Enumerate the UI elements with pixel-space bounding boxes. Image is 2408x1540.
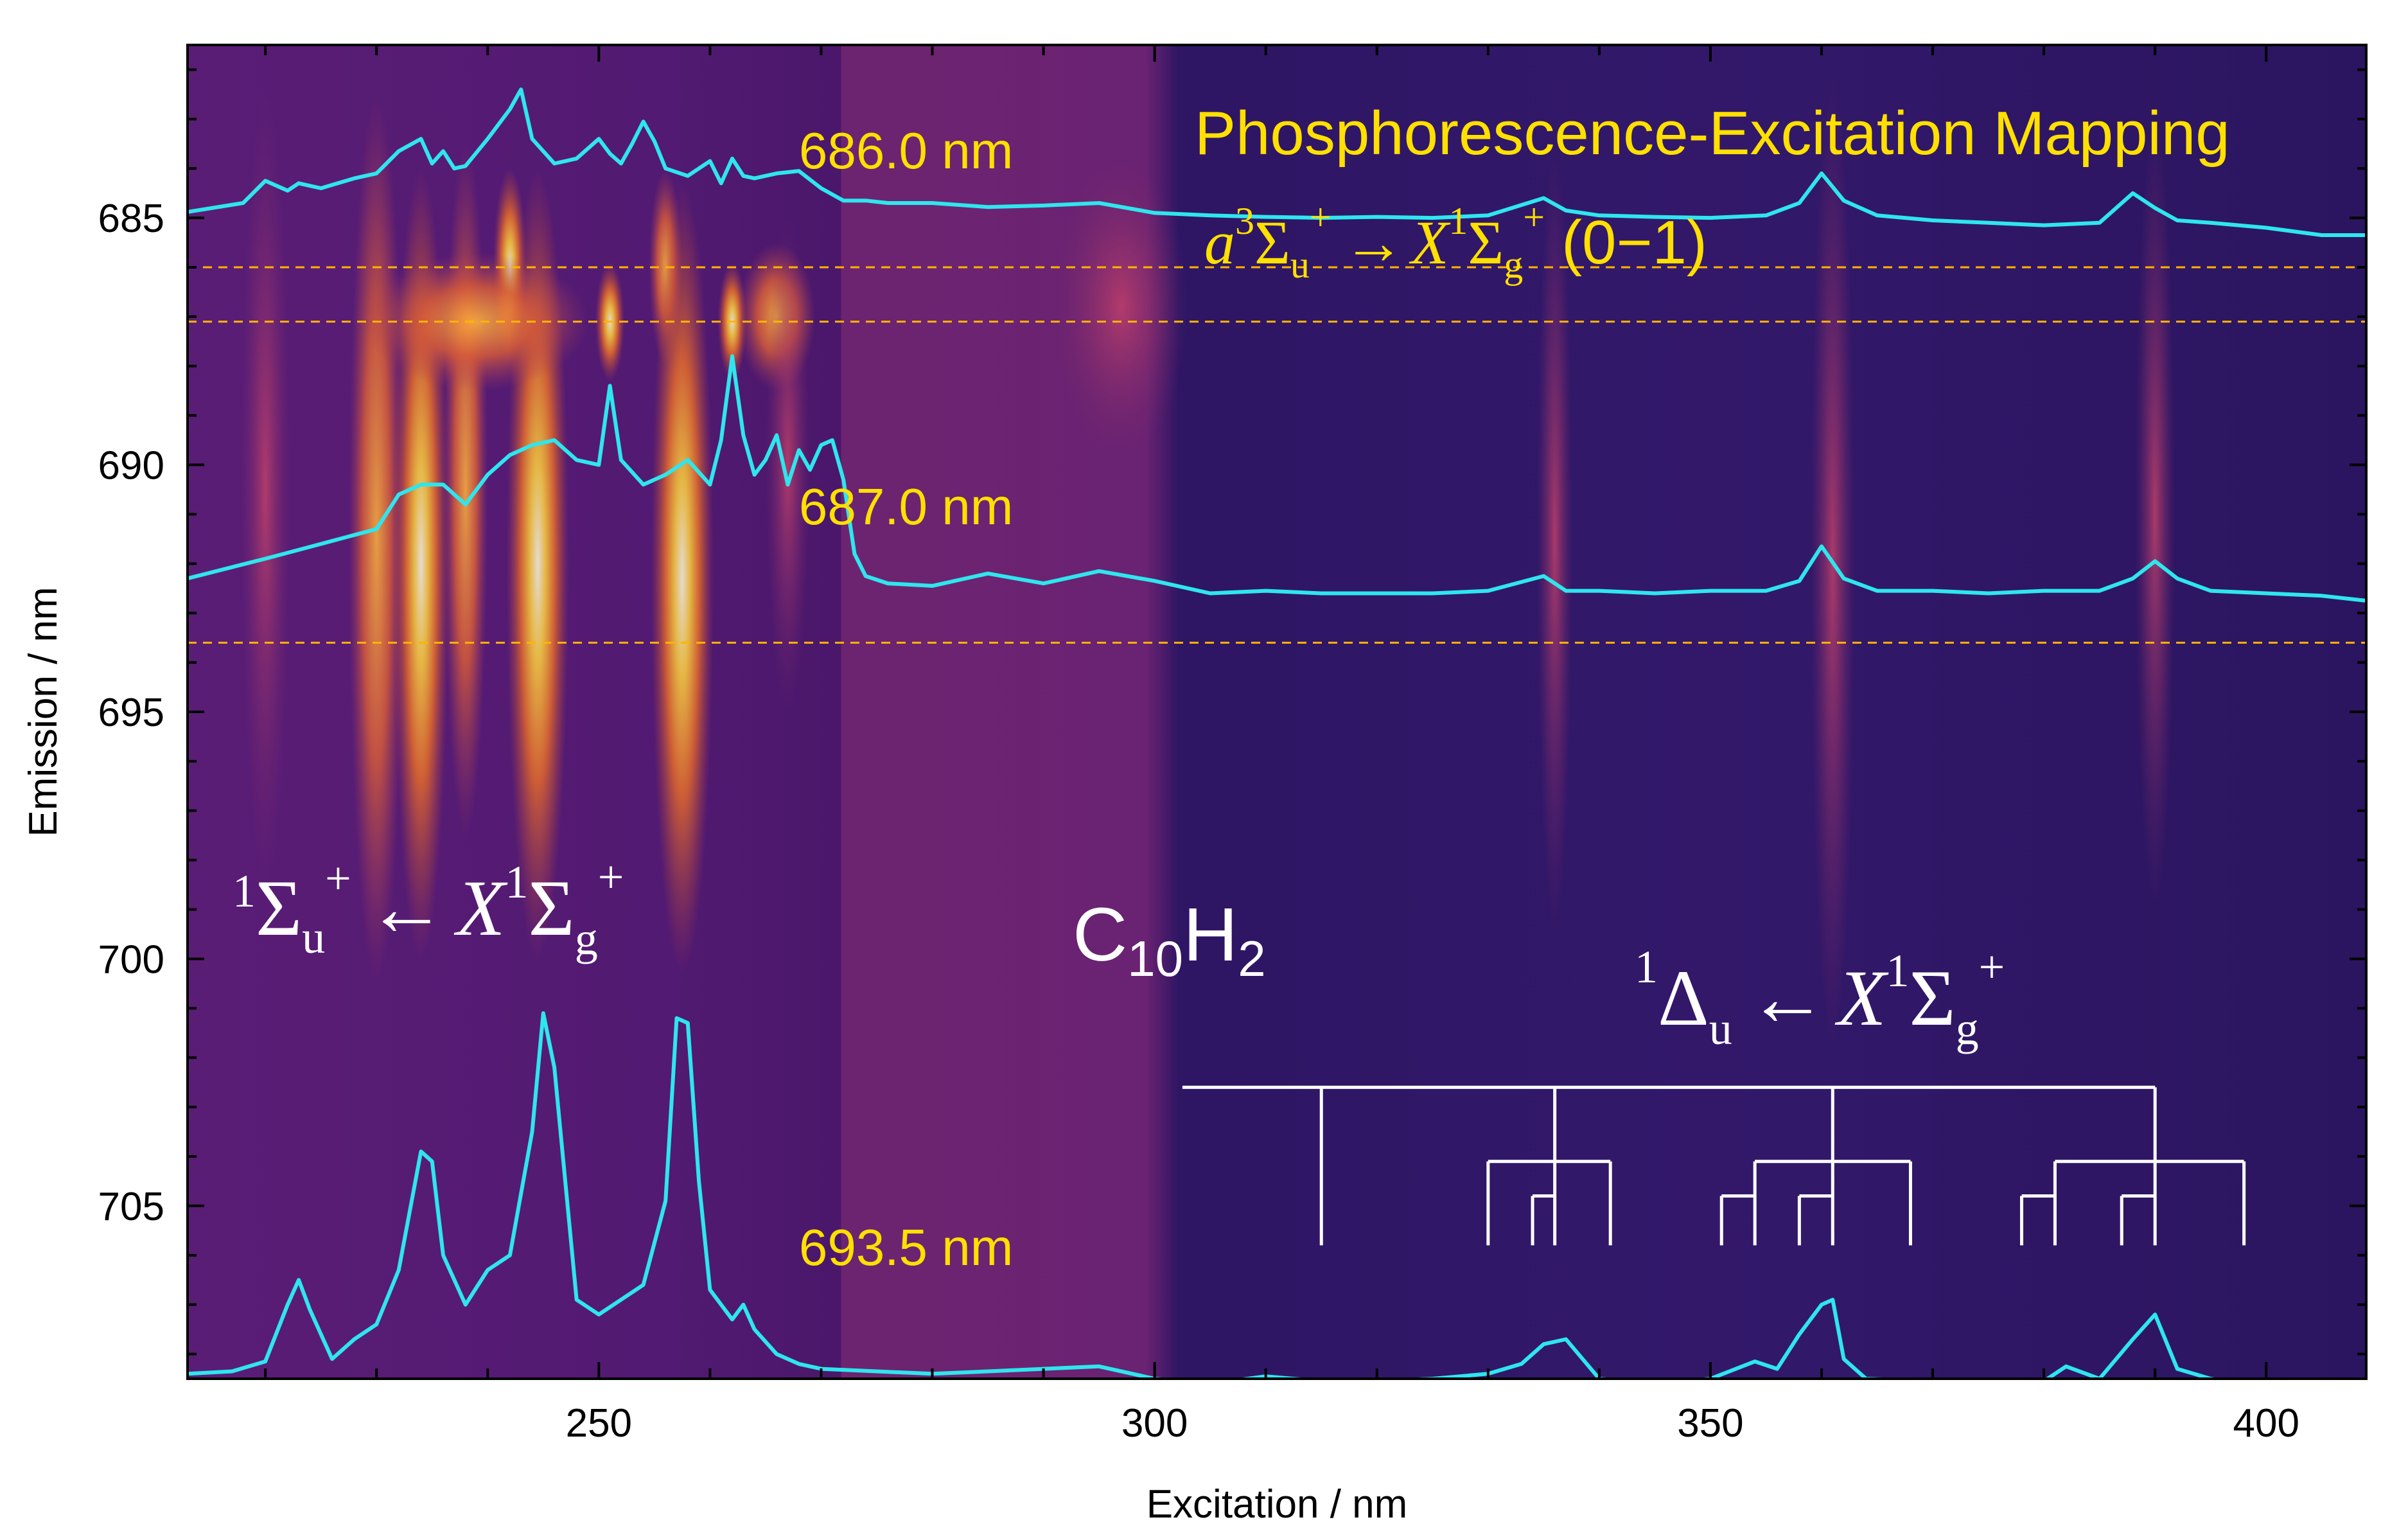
delta-sigma: Σ [1910,954,1956,1042]
y-tick-label: 690 [98,444,164,488]
molecule-sub1: 10 [1127,930,1183,987]
molecule-base: C [1073,892,1127,977]
sigma-symbol2: Σ [529,864,575,952]
heat-spot [1054,158,1188,456]
delta-symbol: Δ [1658,954,1709,1042]
subtitle-sup3: 3 [1235,200,1254,242]
sigma-arrow: ← [367,864,446,952]
x-tick-label: 350 [1677,1401,1743,1446]
heat-spot [365,252,588,391]
plot-area [188,45,2366,1379]
subtitle-plus2: + [1523,196,1545,238]
subtitle-sigma2: Σ [1468,208,1504,277]
heat-spot [241,94,290,885]
x-axis-title: Excitation / nm [1147,1482,1408,1527]
y-tick-label: 700 [98,937,164,982]
subtitle-plus: + [1310,196,1331,238]
y-tick-label: 685 [98,197,164,241]
trace-label: 693.5 nm [799,1219,1014,1276]
sigma-plus: + [325,853,351,904]
molecule-label: C10H2 [1073,892,1266,987]
heat-spot [2135,119,2175,910]
subtitle-g: g [1504,243,1523,286]
heat-spot [1536,143,1573,934]
subtitle-sigma: Σ [1254,208,1290,277]
delta-pre: 1 [1635,941,1658,993]
subtitle-u: u [1290,243,1310,286]
vibrational-progression-comb [1182,1085,2246,1246]
sigma-sup1: 1 [505,856,529,908]
y-axis-title: Emission / nm [21,587,66,836]
y-tick-label: 705 [98,1185,164,1229]
trace-label: 686.0 nm [799,122,1014,179]
delta-u: u [1709,1003,1732,1054]
chart-subtitle: a3Σu+ → X1Σg+ (0−1) [1204,196,1707,286]
sigma-pre: 1 [233,865,256,917]
heatmap-intensity [241,69,2175,1058]
molecule-sub2: 2 [1238,930,1265,987]
sigma-u: u [302,912,325,963]
x-tick-label: 400 [2233,1401,2299,1446]
delta-plus: + [1979,941,2005,993]
sigma-X: X [453,864,508,952]
trace-line [188,87,2366,237]
subtitle-band: (0−1) [1561,208,1707,277]
sigma-transition-label: 1Σu+ ← X1Σg+ [233,851,624,964]
trace-line [188,354,2366,603]
sigma-g: g [575,913,598,964]
x-tick-label: 250 [566,1401,632,1446]
trace-label: 687.0 nm [799,478,1014,535]
delta-arrow: ← [1748,954,1827,1042]
x-tick-label: 300 [1121,1401,1188,1446]
subtitle-sup1: 1 [1448,200,1468,242]
cut-lines [188,266,2366,644]
y-tick-label: 695 [98,691,164,735]
delta-g: g [1956,1003,1979,1054]
heat-spot [651,183,714,974]
delta-X: X [1834,954,1889,1042]
delta-sup1: 1 [1886,945,1910,996]
chart-title: Phosphorescence-Excitation Mapping [1195,99,2230,168]
molecule-h: H [1183,892,1238,977]
heat-spot [765,218,811,712]
subtitle-arrow: → [1343,208,1405,277]
delta-transition-label: 1Δu ← X1Σg+ [1635,941,2005,1054]
subtitle-a: a [1204,208,1235,277]
trace-labels: 686.0 nm 687.0 nm 693.5 nm [799,122,1014,1276]
axis-ticks: 250 300 350 400 685 690 695 700 705 [98,45,2366,1446]
subtitle-X: X [1409,208,1451,277]
sigma-symbol: Σ [256,864,302,952]
sigma-plus2: + [598,851,624,903]
